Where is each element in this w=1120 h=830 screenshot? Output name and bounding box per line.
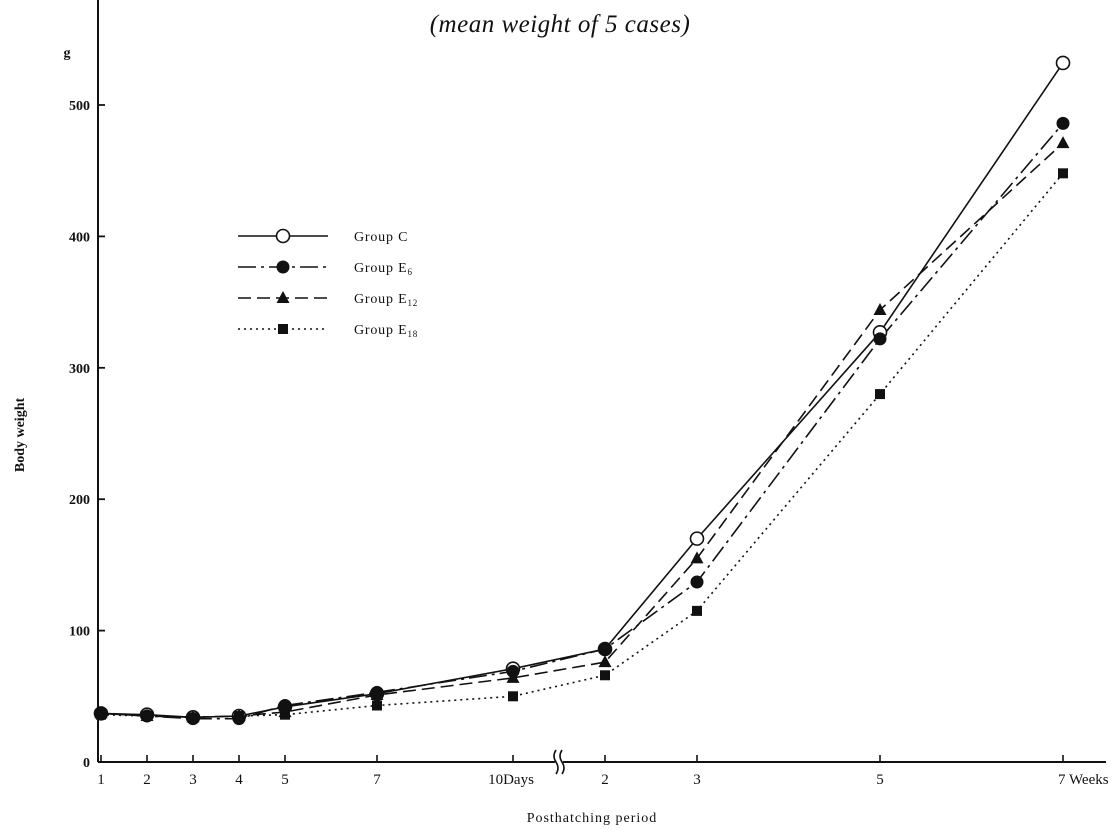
y-axis-label: Body weight bbox=[13, 398, 28, 473]
y-tick-label: 200 bbox=[69, 493, 90, 508]
data-point-open-circle bbox=[275, 228, 291, 244]
y-tick-label: 300 bbox=[69, 362, 90, 377]
x-tick-label: 4 bbox=[235, 772, 243, 788]
data-point-filled-triangle bbox=[690, 551, 704, 564]
data-point-filled-square bbox=[234, 711, 244, 722]
legend-item: Group E18 bbox=[238, 323, 418, 339]
data-point-filled-square bbox=[96, 709, 106, 720]
data-point-filled-square bbox=[508, 691, 518, 702]
data-point-filled-triangle bbox=[370, 687, 384, 700]
legend-label-base: Group E bbox=[354, 323, 407, 338]
axis-break-mark bbox=[553, 749, 559, 775]
data-point-filled-triangle bbox=[1056, 136, 1070, 149]
legend-label: Group E6 bbox=[354, 261, 413, 277]
legend-label: Group E12 bbox=[354, 292, 418, 308]
data-point-filled-circle bbox=[873, 332, 887, 346]
series-3 bbox=[100, 142, 1064, 719]
x-tick-label: 7 bbox=[373, 772, 381, 788]
series-2 bbox=[100, 122, 1064, 720]
data-point-filled-square bbox=[692, 605, 702, 616]
series-markers-1 bbox=[93, 55, 1071, 725]
legend-item: Group E12 bbox=[238, 291, 418, 308]
data-point-filled-square bbox=[280, 709, 290, 720]
legend-label-subscript: 12 bbox=[407, 298, 418, 308]
legend-label-subscript: 18 bbox=[407, 329, 418, 339]
legend-label-subscript: 6 bbox=[407, 267, 412, 277]
axis-break-mark bbox=[559, 749, 565, 775]
x-tick-label: 1 bbox=[97, 772, 105, 788]
x-tick-label: 5 bbox=[281, 772, 289, 788]
data-point-filled-triangle bbox=[598, 655, 612, 668]
legend-label: Group E18 bbox=[354, 323, 418, 339]
x-axis-label: Posthatching period bbox=[527, 811, 658, 826]
legend-label-base: Group E bbox=[354, 292, 407, 307]
data-point-filled-triangle bbox=[276, 291, 290, 303]
data-point-filled-square bbox=[600, 670, 610, 681]
series-4 bbox=[100, 172, 1064, 719]
y-tick-label: 100 bbox=[69, 625, 90, 640]
data-point-filled-square bbox=[1058, 168, 1068, 179]
series-1 bbox=[100, 62, 1064, 719]
data-point-filled-triangle bbox=[506, 670, 520, 683]
data-point-filled-square bbox=[188, 712, 198, 723]
chart-title: (mean weight of 5 cases) bbox=[430, 11, 691, 38]
legend-label: Group C bbox=[354, 230, 408, 245]
y-tick-label: 400 bbox=[69, 230, 90, 245]
data-point-filled-square bbox=[278, 324, 288, 334]
legend-label-base: Group C bbox=[354, 230, 408, 245]
data-point-filled-circle bbox=[690, 575, 704, 589]
data-point-filled-circle bbox=[1056, 116, 1070, 130]
x-tick-label: 2 bbox=[601, 772, 609, 788]
data-point-filled-square bbox=[875, 389, 885, 400]
x-tick-label: 3 bbox=[189, 772, 197, 788]
series-line bbox=[100, 172, 1064, 719]
series-layer bbox=[93, 55, 1071, 726]
data-point-filled-square bbox=[372, 700, 382, 711]
legend-item: Group C bbox=[238, 228, 408, 245]
data-point-open-circle bbox=[1055, 55, 1071, 71]
y-tick-label: 0 bbox=[83, 756, 90, 771]
series-line bbox=[100, 142, 1064, 719]
legend-label-base: Group E bbox=[354, 261, 407, 276]
x-tick-label: 3 bbox=[693, 772, 701, 788]
series-markers-3 bbox=[94, 136, 1070, 723]
x-tick-label: 2 bbox=[143, 772, 151, 788]
data-point-filled-triangle bbox=[873, 302, 887, 315]
data-point-open-circle bbox=[689, 531, 705, 546]
x-tick-label: 5 bbox=[876, 772, 884, 788]
x-tick-label: 7 Weeks bbox=[1058, 772, 1109, 788]
series-line bbox=[100, 122, 1064, 720]
data-point-filled-circle bbox=[598, 642, 612, 656]
data-point-filled-square bbox=[142, 711, 152, 722]
y-tick-label: 500 bbox=[69, 99, 90, 114]
x-tick-label: 10Days bbox=[488, 772, 534, 788]
data-point-filled-circle bbox=[276, 260, 290, 274]
series-markers-2 bbox=[94, 116, 1070, 726]
series-markers-4 bbox=[96, 168, 1068, 723]
y-unit-label: g bbox=[64, 46, 71, 61]
legend-item: Group E6 bbox=[238, 260, 413, 277]
series-line bbox=[100, 62, 1064, 719]
